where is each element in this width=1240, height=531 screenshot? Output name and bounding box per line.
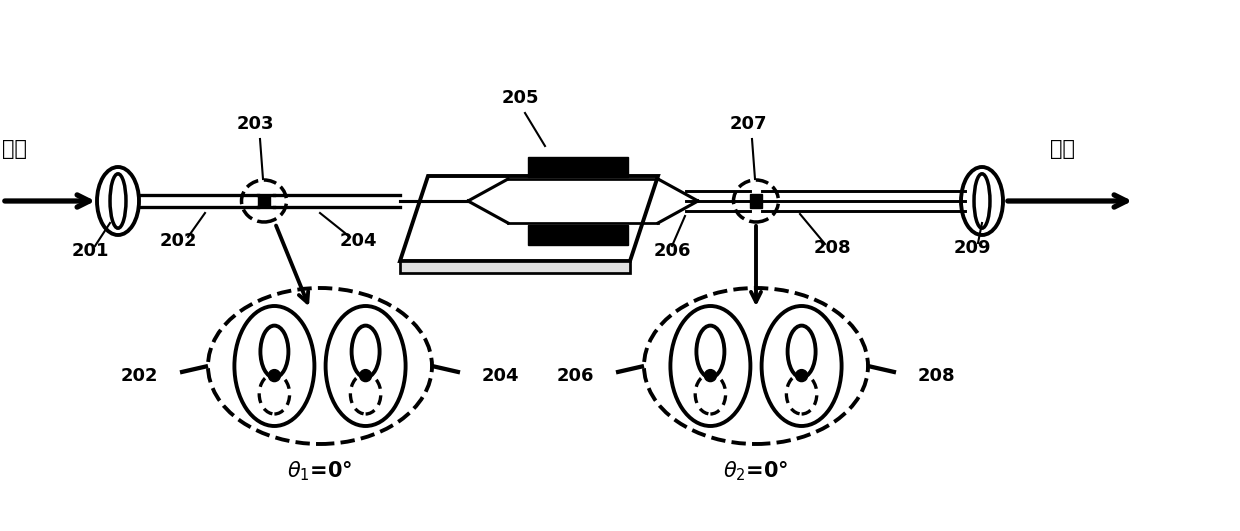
Text: $\theta_1$=0°: $\theta_1$=0° bbox=[288, 459, 352, 483]
Text: 202: 202 bbox=[120, 367, 157, 385]
Polygon shape bbox=[401, 261, 630, 273]
Text: $\theta_2$=0°: $\theta_2$=0° bbox=[723, 459, 789, 483]
Text: 204: 204 bbox=[482, 367, 520, 385]
Text: 208: 208 bbox=[918, 367, 956, 385]
Text: 输出: 输出 bbox=[1050, 139, 1075, 159]
Polygon shape bbox=[258, 195, 270, 207]
Text: 204: 204 bbox=[340, 232, 377, 250]
Text: 206: 206 bbox=[557, 367, 594, 385]
Circle shape bbox=[796, 370, 807, 382]
Text: 202: 202 bbox=[159, 232, 197, 250]
Polygon shape bbox=[750, 194, 763, 208]
Text: 206: 206 bbox=[653, 242, 691, 260]
Circle shape bbox=[704, 370, 717, 382]
Circle shape bbox=[360, 370, 372, 382]
Text: 203: 203 bbox=[237, 115, 274, 133]
Polygon shape bbox=[528, 157, 627, 177]
Text: 207: 207 bbox=[729, 115, 766, 133]
Text: 205: 205 bbox=[501, 89, 538, 107]
Text: 209: 209 bbox=[954, 239, 991, 257]
Text: 201: 201 bbox=[71, 242, 109, 260]
Polygon shape bbox=[401, 176, 658, 261]
Polygon shape bbox=[528, 225, 627, 245]
Text: 208: 208 bbox=[813, 239, 851, 257]
Circle shape bbox=[268, 370, 280, 382]
Text: 输入: 输入 bbox=[2, 139, 27, 159]
